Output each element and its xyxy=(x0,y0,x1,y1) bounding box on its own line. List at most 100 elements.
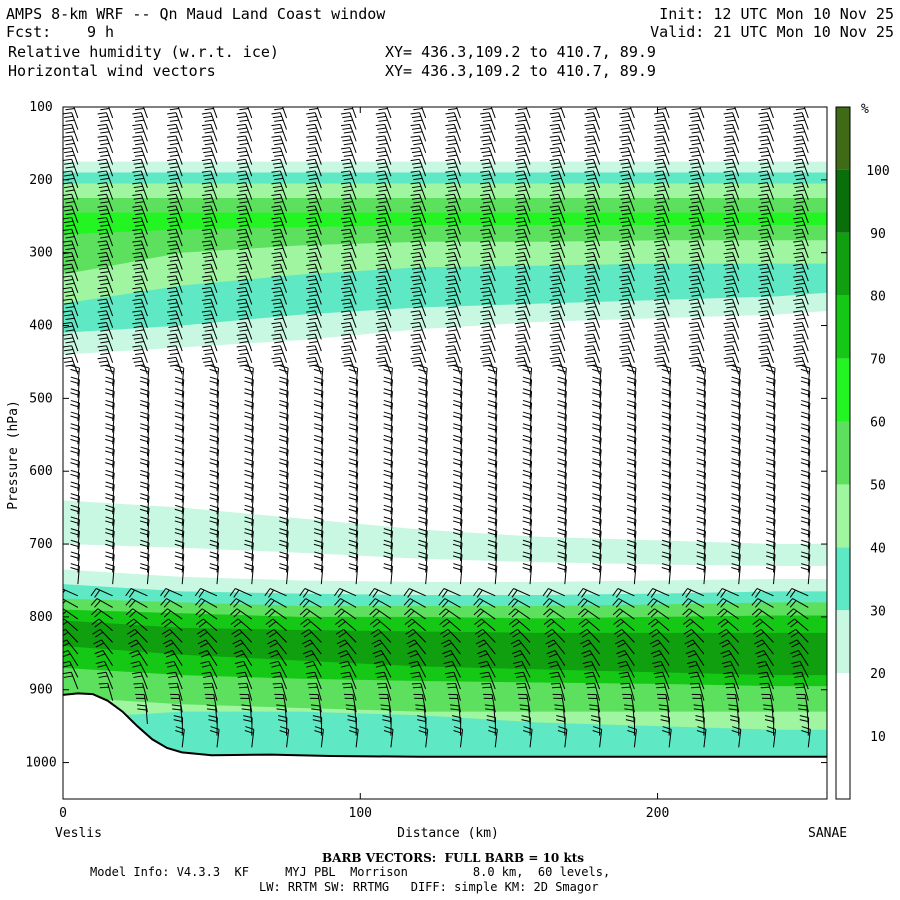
wind-barb xyxy=(723,345,740,363)
wind-barb xyxy=(135,107,148,119)
wind-barb xyxy=(370,628,392,643)
wind-barb xyxy=(63,628,79,643)
wind-barb xyxy=(194,588,218,598)
colorbar-segment xyxy=(836,673,850,737)
wind-barb xyxy=(688,286,705,305)
wind-barb xyxy=(406,639,427,655)
wind-barb xyxy=(717,608,739,620)
wind-barb xyxy=(63,193,79,212)
wind-barb xyxy=(90,588,113,598)
wind-barb xyxy=(549,263,566,282)
wind-barb xyxy=(132,112,148,130)
wind-barb xyxy=(619,333,635,352)
wind-barb xyxy=(348,563,359,585)
wind-barb xyxy=(681,598,705,608)
wind-barb xyxy=(688,112,705,130)
wind-barb xyxy=(723,217,740,235)
wind-barb xyxy=(514,182,531,200)
wind-barb xyxy=(688,217,705,235)
wind-barb xyxy=(410,671,427,690)
wind-barb xyxy=(441,639,461,655)
wind-barb xyxy=(619,263,635,282)
wind-barb xyxy=(549,205,566,223)
wind-barb xyxy=(63,321,79,340)
wind-barb xyxy=(514,147,531,165)
colorbar-segment xyxy=(836,547,850,611)
wind-barb xyxy=(90,598,113,608)
wind-barb xyxy=(167,252,183,270)
wind-barb xyxy=(167,240,183,258)
wind-barb xyxy=(800,563,811,585)
wind-barb xyxy=(480,158,496,177)
wind-barb xyxy=(480,228,496,247)
wind-barb xyxy=(619,193,635,212)
wind-barb xyxy=(758,286,774,305)
wind-barb xyxy=(97,321,114,340)
wind-barb xyxy=(340,228,357,247)
wind-barb xyxy=(306,112,322,130)
wind-barb xyxy=(557,563,567,585)
wind-barb xyxy=(619,217,635,235)
wind-barb xyxy=(335,628,357,643)
wind-barb xyxy=(201,217,218,235)
wind-barb xyxy=(480,345,496,363)
wind-barb xyxy=(167,170,183,189)
wind-barb xyxy=(584,321,601,340)
wind-barb xyxy=(619,240,635,258)
x-tick-label: 100 xyxy=(349,806,372,821)
wind-barb xyxy=(271,275,288,293)
wind-barb xyxy=(514,123,531,142)
wind-barb xyxy=(549,321,566,340)
wind-barb xyxy=(719,639,740,655)
wind-barb xyxy=(786,598,809,608)
wind-barb xyxy=(543,618,566,632)
wind-barb xyxy=(167,310,183,328)
wind-barb xyxy=(549,286,566,305)
wind-barb xyxy=(793,147,809,165)
wind-barb xyxy=(688,240,705,258)
wind-barb xyxy=(622,693,635,713)
colorbar-label: 40 xyxy=(870,541,886,556)
wind-barb xyxy=(63,158,79,177)
wind-barb xyxy=(269,660,287,678)
wind-barb xyxy=(723,228,740,247)
wind-barb xyxy=(236,263,253,282)
y-tick-label: 400 xyxy=(29,319,52,334)
wind-barb xyxy=(375,123,392,142)
wind-barb xyxy=(758,205,774,223)
wind-barb xyxy=(549,252,566,270)
wind-barb xyxy=(195,598,218,608)
wind-barb xyxy=(236,321,253,340)
wind-barb xyxy=(63,240,79,258)
wind-barb xyxy=(339,660,357,678)
wind-barb xyxy=(514,275,531,293)
wind-barb xyxy=(584,310,601,328)
wind-barb xyxy=(753,628,774,643)
colorbar-label: 10 xyxy=(870,730,886,745)
wind-barb xyxy=(445,205,461,223)
wind-barb xyxy=(549,345,566,363)
wind-barb xyxy=(236,135,253,154)
wind-barb xyxy=(236,112,253,130)
wind-barb xyxy=(340,158,357,177)
wind-barb xyxy=(654,193,670,212)
wind-barb xyxy=(239,107,253,119)
wind-barb xyxy=(372,650,392,666)
wind-barb xyxy=(97,252,114,270)
wind-barb xyxy=(203,682,218,701)
wind-barb xyxy=(723,252,740,270)
wind-barb xyxy=(652,660,670,678)
wind-barb xyxy=(410,205,427,223)
wind-barb xyxy=(619,158,635,177)
y-tick-label: 200 xyxy=(29,173,52,188)
wind-barb xyxy=(306,286,322,305)
wind-barb xyxy=(300,618,322,632)
colorbar-segment xyxy=(836,610,850,674)
wind-barb xyxy=(306,193,322,212)
wind-barb xyxy=(167,217,183,235)
wind-barb xyxy=(418,726,429,748)
wind-barb xyxy=(229,598,253,608)
wind-barb xyxy=(510,639,531,655)
wind-barb xyxy=(97,240,114,258)
wind-barb xyxy=(167,298,183,317)
